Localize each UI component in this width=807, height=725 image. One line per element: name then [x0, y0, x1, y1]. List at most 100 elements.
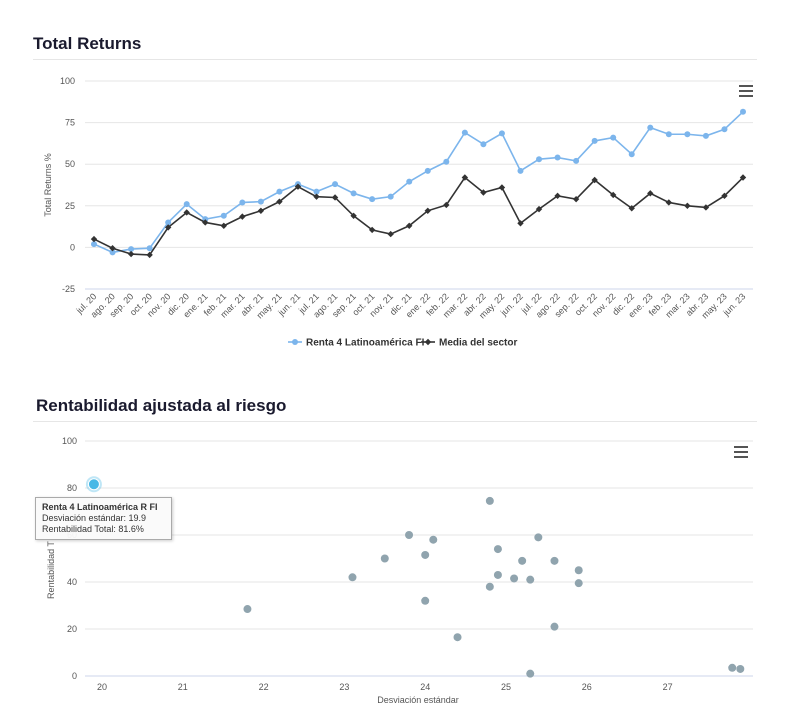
y-tick-label: 0 — [70, 242, 75, 252]
data-point — [91, 241, 97, 248]
data-point — [294, 183, 302, 190]
data-point — [257, 198, 264, 205]
x-tick-label: 21 — [178, 682, 188, 692]
series-line — [93, 111, 744, 254]
data-point — [350, 212, 357, 219]
data-point — [591, 176, 598, 184]
data-point — [220, 222, 227, 229]
scatter-point — [380, 554, 389, 563]
data-point — [647, 190, 654, 197]
scatter-point — [405, 531, 414, 539]
data-point — [461, 129, 468, 136]
data-point — [313, 193, 320, 200]
y-tick-label: 20 — [67, 624, 77, 634]
data-point — [647, 124, 654, 131]
data-point — [610, 191, 617, 199]
scatter-point — [526, 575, 535, 584]
chart-menu-icon[interactable] — [734, 446, 748, 458]
data-point — [498, 130, 505, 137]
series-line — [93, 176, 744, 256]
data-point — [368, 226, 376, 234]
data-point — [90, 235, 98, 243]
y-tick-label: 80 — [67, 483, 77, 493]
data-point — [331, 194, 339, 201]
data-point — [535, 205, 543, 213]
data-point — [665, 199, 673, 206]
y-tick-label: -25 — [62, 284, 75, 294]
x-tick-label: 22 — [259, 682, 269, 692]
data-point — [461, 174, 469, 181]
y-tick-label: 25 — [65, 201, 75, 211]
x-tick-label: 20 — [97, 682, 107, 692]
data-point — [554, 192, 561, 200]
chart-menu-icon[interactable] — [739, 85, 753, 97]
data-point — [610, 134, 617, 141]
data-point — [424, 207, 431, 214]
legend-marker — [424, 338, 432, 346]
scatter-point — [550, 556, 559, 565]
scatter-point — [421, 596, 430, 605]
data-point — [109, 245, 116, 252]
x-tick-label: 27 — [663, 682, 673, 692]
x-tick-label: 23 — [339, 682, 349, 692]
data-point — [684, 202, 691, 209]
total-returns-title: Total Returns — [33, 34, 142, 53]
y-tick-label: 0 — [72, 671, 77, 681]
data-point — [239, 199, 246, 206]
data-point — [313, 188, 320, 195]
y-axis-title: Total Returns % — [43, 153, 53, 217]
title-divider — [33, 421, 757, 422]
legend-label: Renta 4 Latinoamérica FI — [306, 338, 425, 349]
scatter-point — [736, 664, 745, 673]
data-point — [684, 131, 691, 138]
data-point — [146, 245, 153, 252]
data-point — [369, 196, 376, 203]
data-point — [443, 158, 450, 165]
scatter-point — [493, 545, 502, 554]
legend-marker — [292, 339, 298, 345]
scatter-point — [550, 622, 559, 631]
scatter-point — [574, 579, 583, 588]
data-point — [424, 167, 431, 174]
data-point — [554, 154, 561, 161]
data-point — [517, 167, 524, 174]
data-point — [183, 201, 190, 208]
scatter-point — [485, 496, 494, 505]
data-point — [480, 189, 487, 196]
data-point — [591, 137, 598, 144]
data-point — [628, 151, 635, 158]
data-point — [332, 181, 339, 188]
data-point — [721, 126, 728, 133]
data-point — [350, 190, 357, 197]
scatter-point — [574, 566, 583, 575]
data-point — [702, 204, 710, 211]
scatter-point — [518, 556, 527, 565]
data-point — [387, 193, 394, 200]
data-point — [146, 251, 153, 259]
data-point — [239, 213, 246, 220]
scatter-point — [493, 570, 502, 579]
data-point — [128, 246, 135, 253]
data-point — [202, 216, 209, 223]
scatter-point — [421, 550, 430, 559]
x-tick-label: 26 — [582, 682, 592, 692]
data-point — [109, 249, 116, 256]
data-point — [202, 219, 209, 226]
tooltip-total-return: Rentabilidad Total: 81.6% — [42, 524, 144, 534]
scatter-point — [429, 535, 438, 544]
tooltip-std-dev: Desviación estándar: 19.9 — [42, 513, 147, 523]
data-point — [721, 192, 728, 200]
title-divider — [33, 59, 757, 60]
data-point — [257, 207, 265, 214]
data-point — [665, 131, 672, 138]
scatter-point — [348, 573, 357, 582]
data-point — [628, 205, 635, 212]
data-point — [573, 157, 580, 164]
data-point — [536, 156, 543, 163]
data-point — [740, 108, 746, 115]
data-point — [164, 224, 172, 231]
data-point — [276, 198, 283, 205]
y-tick-label: 40 — [67, 577, 77, 587]
scatter-tooltip: Renta 4 Latinoamérica R FI Desviación es… — [35, 497, 172, 540]
